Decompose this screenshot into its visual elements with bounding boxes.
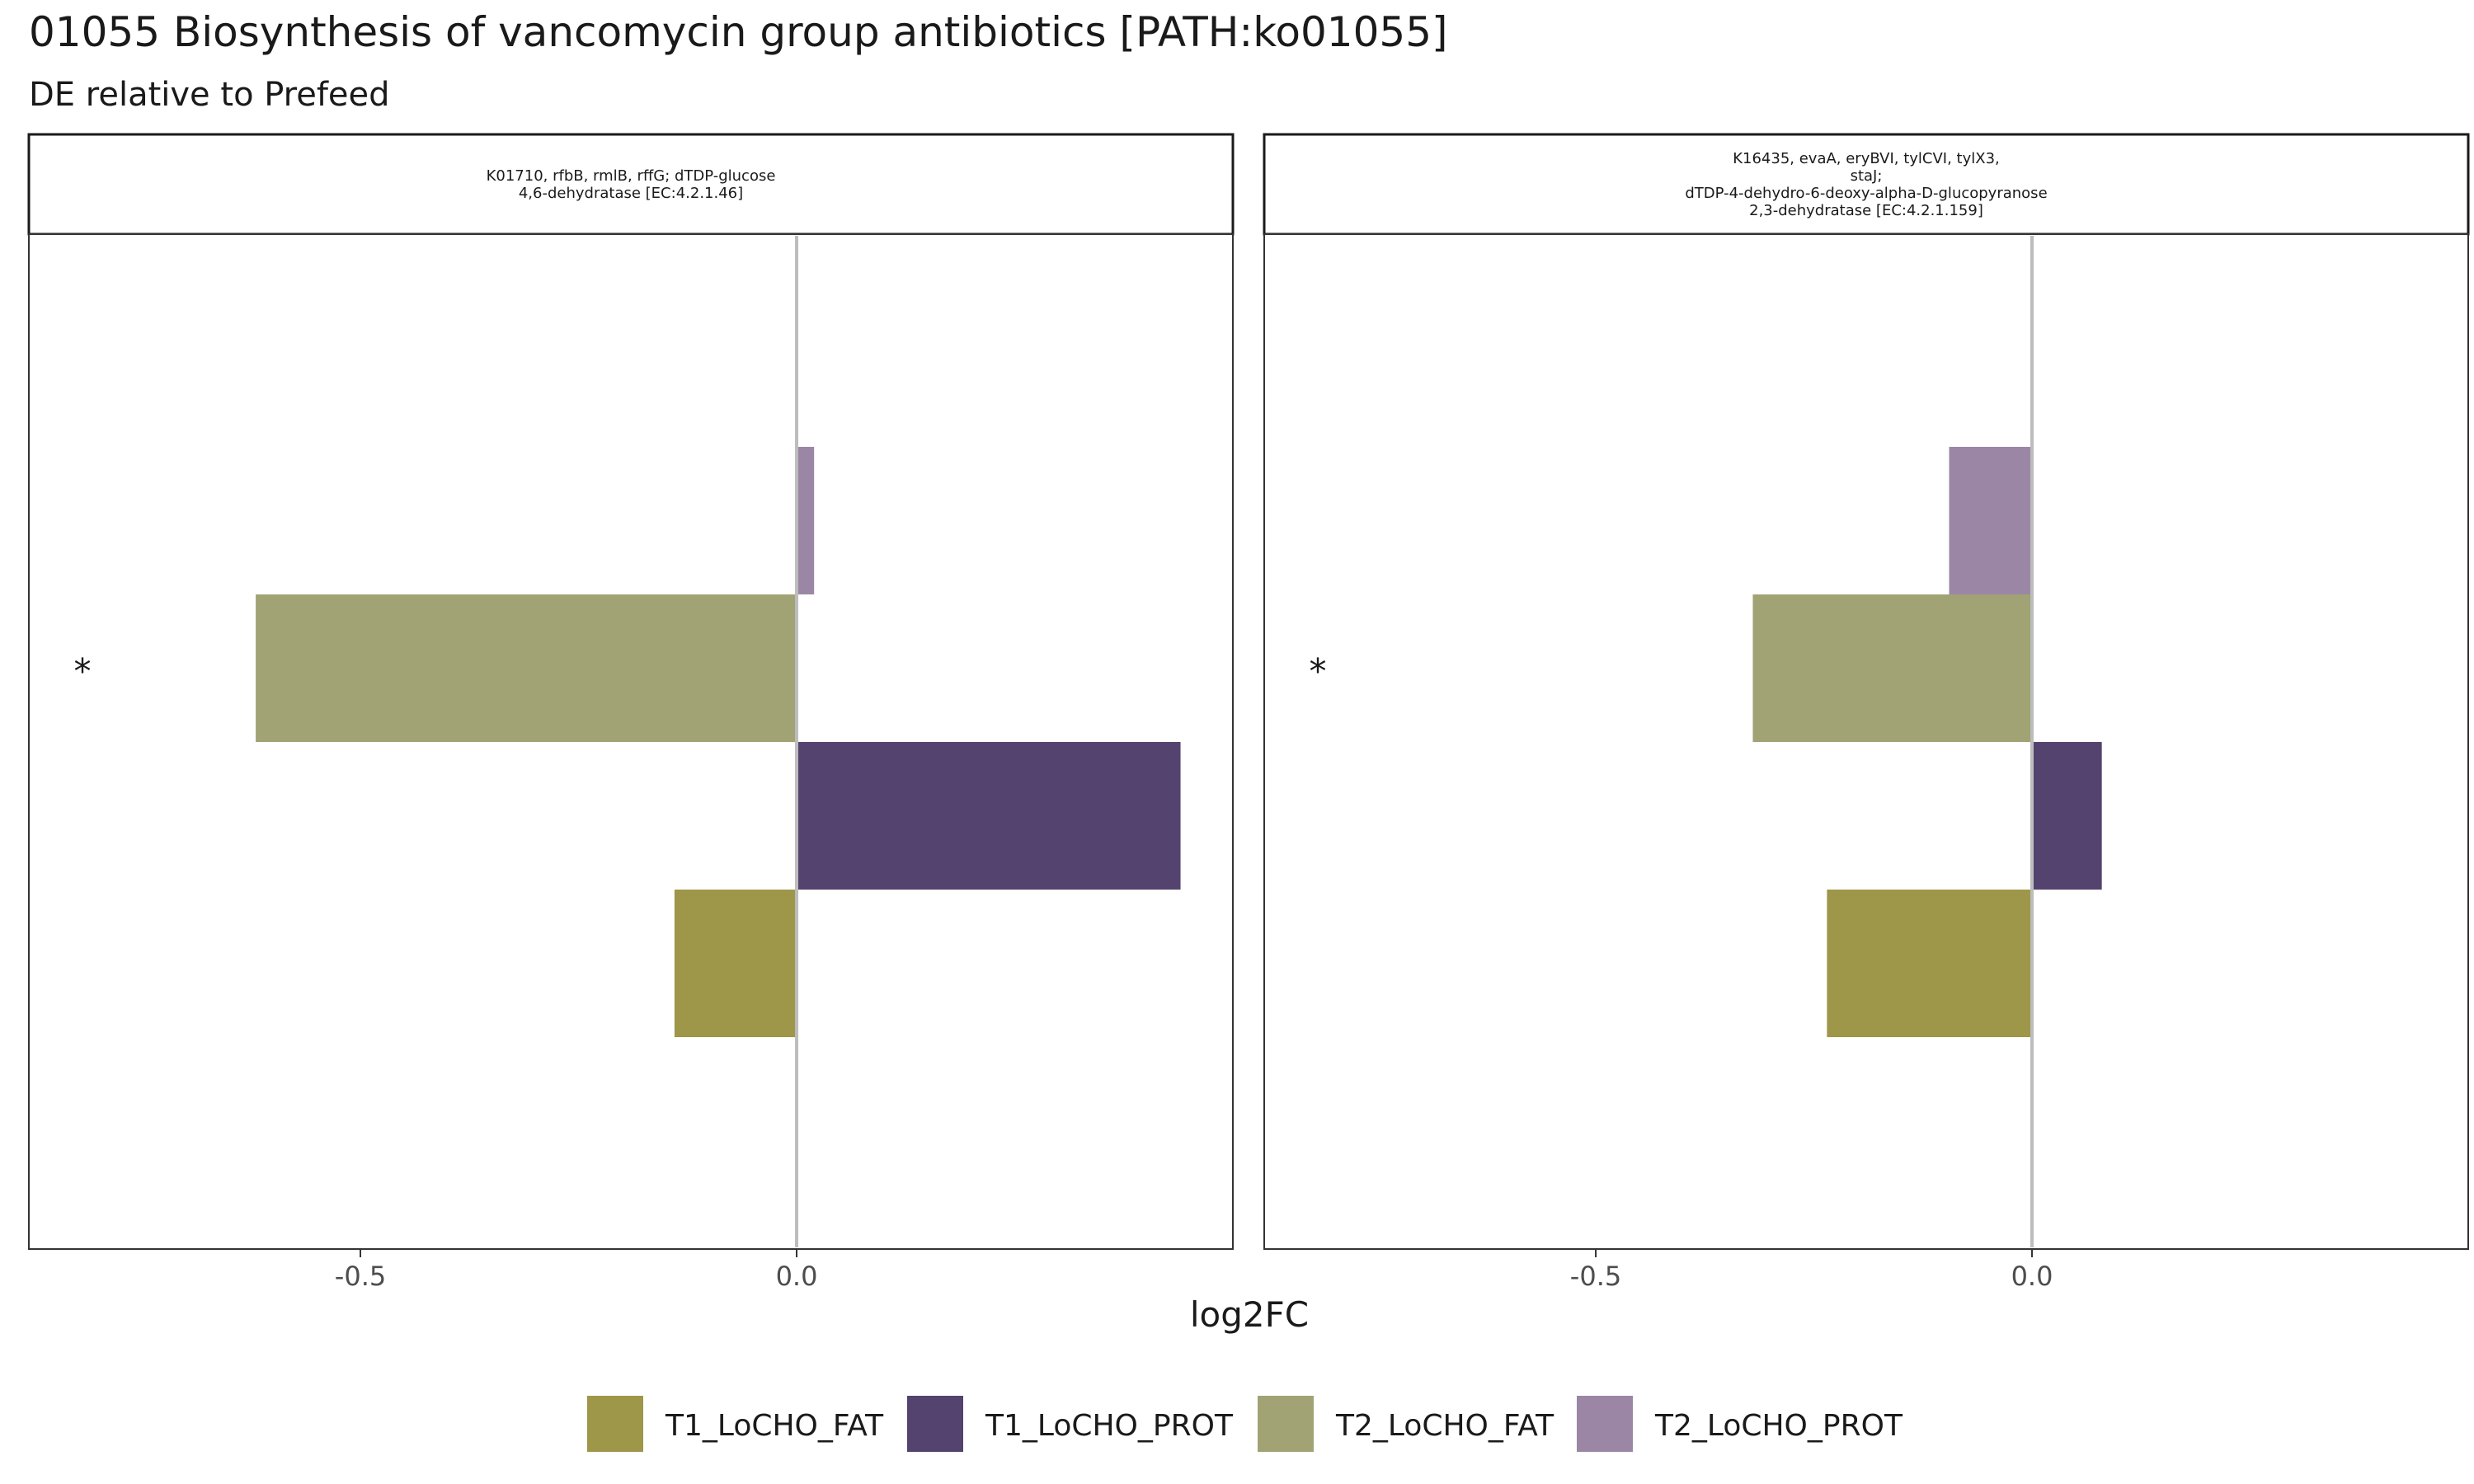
legend-key-swatch	[1577, 1396, 1633, 1452]
facet-panel-1: K01710, rfbB, rmlB, rffG; dTDP-glucose4,…	[27, 133, 1235, 1292]
legend-key-swatch	[587, 1396, 643, 1452]
facet-title-line: K01710, rfbB, rmlB, rffG; dTDP-glucose	[487, 167, 776, 185]
legend-item-t2-locho-prot: T2_LoCHO_PROT	[1577, 1396, 1903, 1452]
chart-title: 01055 Biosynthesis of vancomycin group a…	[29, 8, 1448, 56]
chart-subtitle: DE relative to Prefeed	[29, 76, 390, 114]
legend-label: T2_LoCHO_FAT	[1335, 1409, 1554, 1443]
legend-label: T1_LoCHO_PROT	[985, 1409, 1234, 1443]
x-tick-label: -0.5	[1570, 1261, 1621, 1292]
x-tick-label: 0.0	[776, 1261, 818, 1292]
legend-item-t1-locho-fat: T1_LoCHO_FAT	[587, 1396, 884, 1452]
x-tick-label: -0.5	[335, 1261, 386, 1292]
legend-item-t2-locho-fat: T2_LoCHO_FAT	[1258, 1396, 1554, 1452]
bar-t2-locho-prot	[1949, 447, 2033, 594]
facet-strip	[27, 133, 1235, 236]
facet-title-line: dTDP-4-dehydro-6-deoxy-alpha-D-glucopyra…	[1685, 185, 2047, 202]
bar-t1-locho-fat	[1827, 890, 2033, 1037]
x-axis-label: log2FC	[1190, 1294, 1309, 1335]
facet-title-line: K16435, evaA, eryBVI, tylCVI, tylX3,	[1733, 150, 2000, 167]
facet-title-line: 4,6-dehydratase [EC:4.2.1.46]	[519, 185, 743, 202]
significance-marker: *	[74, 651, 92, 692]
facet-strip	[1263, 133, 2470, 236]
bar-t2-locho-fat	[256, 594, 797, 742]
facet-title-line: staJ;	[1851, 167, 1883, 185]
bar-t1-locho-prot	[2032, 742, 2102, 890]
significance-marker: *	[1310, 651, 1327, 692]
facet-title-line: 2,3-dehydratase [EC:4.2.1.159]	[1749, 202, 1983, 219]
legend-label: T2_LoCHO_PROT	[1654, 1409, 1903, 1443]
legend-key-swatch	[907, 1396, 963, 1452]
legend: T1_LoCHO_FAT T1_LoCHO_PROT T2_LoCHO_FAT T2_…	[587, 1396, 1903, 1452]
legend-item-t1-locho-prot: T1_LoCHO_PROT	[907, 1396, 1234, 1452]
bar-t1-locho-prot	[797, 742, 1181, 890]
facet-panel-2: K16435, evaA, eryBVI, tylCVI, tylX3,staJ…	[1263, 133, 2470, 1292]
bar-t2-locho-fat	[1752, 594, 2033, 742]
legend-label: T1_LoCHO_FAT	[665, 1409, 884, 1443]
x-tick-label: 0.0	[2011, 1261, 2053, 1292]
facet-panels: K01710, rfbB, rmlB, rffG; dTDP-glucose4,…	[27, 133, 2470, 1292]
legend-key-swatch	[1258, 1396, 1314, 1452]
bar-t2-locho-prot	[797, 447, 815, 594]
bar-t1-locho-fat	[674, 890, 797, 1037]
